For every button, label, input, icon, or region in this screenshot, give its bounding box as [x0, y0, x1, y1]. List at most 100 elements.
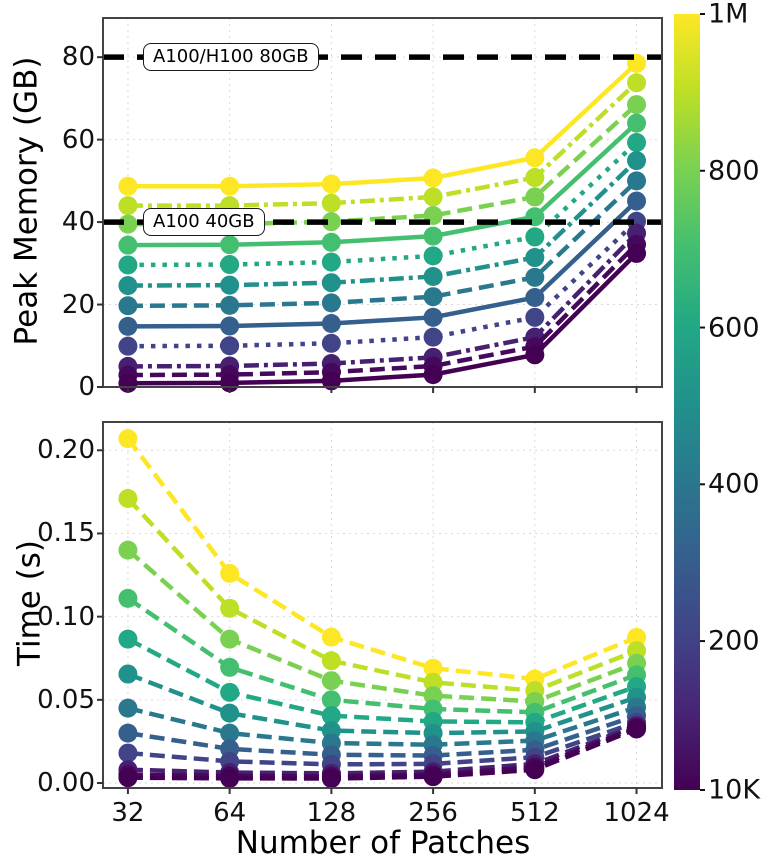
series-marker-600K — [118, 255, 138, 275]
series-marker-400K — [118, 296, 138, 316]
series-marker-700K — [321, 232, 341, 252]
series-marker-500K — [423, 267, 443, 287]
series-marker-10K — [118, 768, 138, 788]
x-tick-label: 512 — [509, 798, 560, 828]
series-marker-600K — [321, 252, 341, 272]
annotation-40gb: A100 40GB — [143, 208, 265, 236]
x-tick-label: 32 — [111, 798, 145, 828]
colorbar-tick-label: 200K — [708, 625, 762, 657]
series-marker-400K — [118, 698, 138, 718]
time-y-tick-label: 0.00 — [37, 768, 95, 798]
time-y-tick-label: 0.05 — [37, 684, 95, 715]
series-marker-1M — [423, 658, 443, 678]
series-marker-600K — [220, 682, 240, 702]
series-marker-800K — [321, 212, 341, 232]
colorbar-tick-label: 400K — [708, 468, 762, 500]
series-line-200K — [127, 219, 639, 349]
series-marker-1M — [118, 429, 138, 449]
series-marker-900K — [525, 168, 545, 188]
series-marker-800K — [220, 629, 240, 649]
x-tick-label: 128 — [306, 798, 357, 828]
memory-y-tick-label: 40 — [61, 207, 95, 238]
series-marker-300K — [321, 314, 341, 334]
series-marker-300K — [118, 723, 138, 743]
series-marker-200K — [118, 336, 138, 356]
series-marker-10K — [525, 345, 545, 365]
series-line-50K — [127, 725, 638, 779]
plot-spines — [102, 17, 663, 388]
series-marker-10K — [321, 371, 341, 391]
time-y-tick-label: 0.20 — [37, 435, 95, 466]
series-marker-600K — [627, 133, 647, 153]
series-marker-800K — [525, 187, 545, 207]
series-line-500K — [127, 671, 638, 736]
colorbar — [674, 14, 700, 790]
series-marker-200K — [220, 336, 240, 356]
series-marker-10K — [118, 373, 138, 393]
series-marker-900K — [321, 651, 341, 671]
series-marker-500K — [321, 273, 341, 293]
colorbar-tick-label: 600K — [708, 312, 762, 344]
series-marker-700K — [118, 588, 138, 608]
series-marker-600K — [118, 629, 138, 649]
series-marker-800K — [321, 671, 341, 691]
series-line-400K — [127, 705, 638, 747]
series-line-300K — [127, 199, 639, 329]
series-marker-400K — [321, 293, 341, 313]
series-marker-10K — [627, 719, 647, 739]
memory-y-tick-label: 80 — [61, 42, 95, 73]
series-marker-400K — [423, 287, 443, 307]
series-marker-900K — [118, 489, 138, 509]
memory-y-tick-label: 60 — [61, 124, 95, 155]
series-marker-400K — [220, 295, 240, 315]
series-marker-10K — [321, 769, 341, 789]
series-marker-700K — [423, 226, 443, 246]
time-y-tick-label: 0.10 — [37, 601, 95, 632]
series-marker-900K — [627, 73, 647, 93]
series-line-800K — [126, 548, 638, 704]
series-marker-300K — [220, 316, 240, 336]
series-line-900K — [126, 496, 638, 693]
series-marker-700K — [220, 657, 240, 677]
annotation-80gb: A100/H100 80GB — [143, 43, 319, 71]
x-axis-label: Number of Patches — [235, 825, 531, 861]
memory-y-axis-label: Peak Memory (GB) — [8, 56, 45, 346]
series-marker-500K — [220, 703, 240, 723]
series-marker-10K — [423, 767, 443, 787]
colorbar-tick-label: 800K — [708, 155, 762, 187]
series-marker-10K — [627, 243, 647, 263]
x-tick-label: 64 — [213, 798, 247, 828]
series-marker-1M — [321, 627, 341, 647]
series-marker-200K — [423, 327, 443, 347]
series-marker-500K — [220, 275, 240, 295]
series-marker-400K — [627, 171, 647, 191]
series-line-800K — [127, 102, 639, 227]
series-marker-1M — [220, 176, 240, 196]
memory-y-tick-label: 0 — [78, 372, 95, 402]
series-line-900K — [127, 81, 639, 208]
series-marker-800K — [423, 686, 443, 706]
series-marker-900K — [118, 196, 138, 216]
x-tick-label: 256 — [408, 798, 458, 828]
colorbar-tick-label: 10K — [708, 774, 761, 806]
series-line-10K — [127, 726, 638, 781]
series-marker-10K — [220, 768, 240, 788]
series-marker-600K — [525, 227, 545, 247]
series-line-700K — [127, 121, 639, 248]
series-marker-700K — [118, 235, 138, 255]
series-marker-300K — [423, 307, 443, 327]
series-marker-200K — [118, 743, 138, 763]
series-line-50K — [127, 242, 639, 378]
series-marker-700K — [220, 235, 240, 255]
series-marker-600K — [321, 706, 341, 726]
series-line-1M — [127, 61, 639, 189]
series-line-400K — [127, 179, 639, 309]
series-line-600K — [127, 140, 639, 268]
series-marker-300K — [627, 191, 647, 211]
memory-y-tick-label: 20 — [61, 289, 95, 320]
plot-spines — [102, 421, 663, 789]
series-marker-400K — [220, 723, 240, 743]
series-marker-800K — [118, 540, 138, 560]
series-line-100K — [127, 231, 639, 369]
